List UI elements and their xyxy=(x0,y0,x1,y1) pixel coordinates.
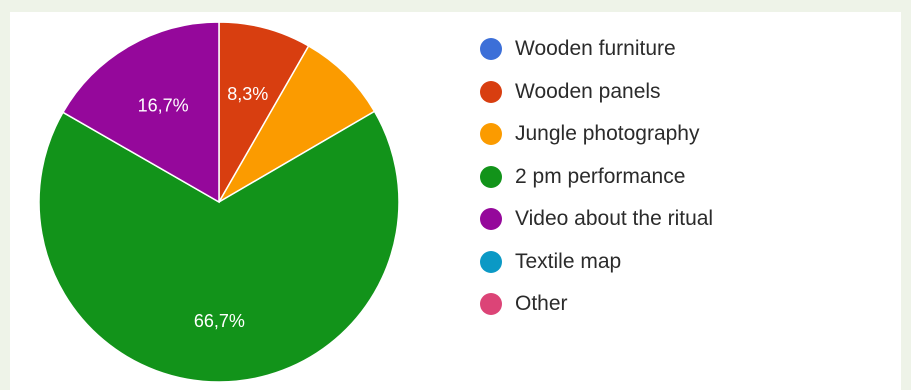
legend-label: Jungle photography xyxy=(515,122,700,146)
slice-data-label: 16,7% xyxy=(138,95,189,115)
legend-item: Wooden panels xyxy=(480,71,713,114)
legend-swatch xyxy=(480,250,502,273)
legend-swatch xyxy=(480,208,502,231)
slice-data-label: 66,7% xyxy=(194,311,245,331)
legend-swatch xyxy=(480,123,502,146)
legend-item: Jungle photography xyxy=(480,113,713,156)
legend-swatch xyxy=(480,38,502,61)
legend-swatch xyxy=(480,80,502,103)
legend-label: 2 pm performance xyxy=(515,164,686,188)
legend-swatch xyxy=(480,165,502,188)
legend-item: Wooden furniture xyxy=(480,28,713,71)
legend-label: Wooden panels xyxy=(515,79,661,103)
legend-label: Textile map xyxy=(515,249,622,273)
chart-card: 8,3% 66,7% 16,7% Wooden furniture Wooden pa… xyxy=(10,12,901,390)
legend-item: Textile map xyxy=(480,241,713,284)
legend-label: Other xyxy=(515,292,568,316)
legend-swatch xyxy=(480,293,502,316)
legend-item: Video about the ritual xyxy=(480,198,713,241)
pie-slice xyxy=(61,21,220,204)
legend-label: Wooden furniture xyxy=(515,37,676,61)
slice-data-label: 8,3% xyxy=(227,84,268,104)
legend-label: Video about the ritual xyxy=(515,207,714,231)
pie-slice xyxy=(218,21,310,205)
legend-item: Other xyxy=(480,283,713,326)
chart-legend: Wooden furniture Wooden panels Jungle phot… xyxy=(480,28,713,326)
legend-item: 2 pm performance xyxy=(480,156,713,199)
pie-slice xyxy=(216,44,376,205)
pie-chart: 8,3% 66,7% 16,7% xyxy=(38,21,400,383)
pie-slice xyxy=(38,110,400,383)
